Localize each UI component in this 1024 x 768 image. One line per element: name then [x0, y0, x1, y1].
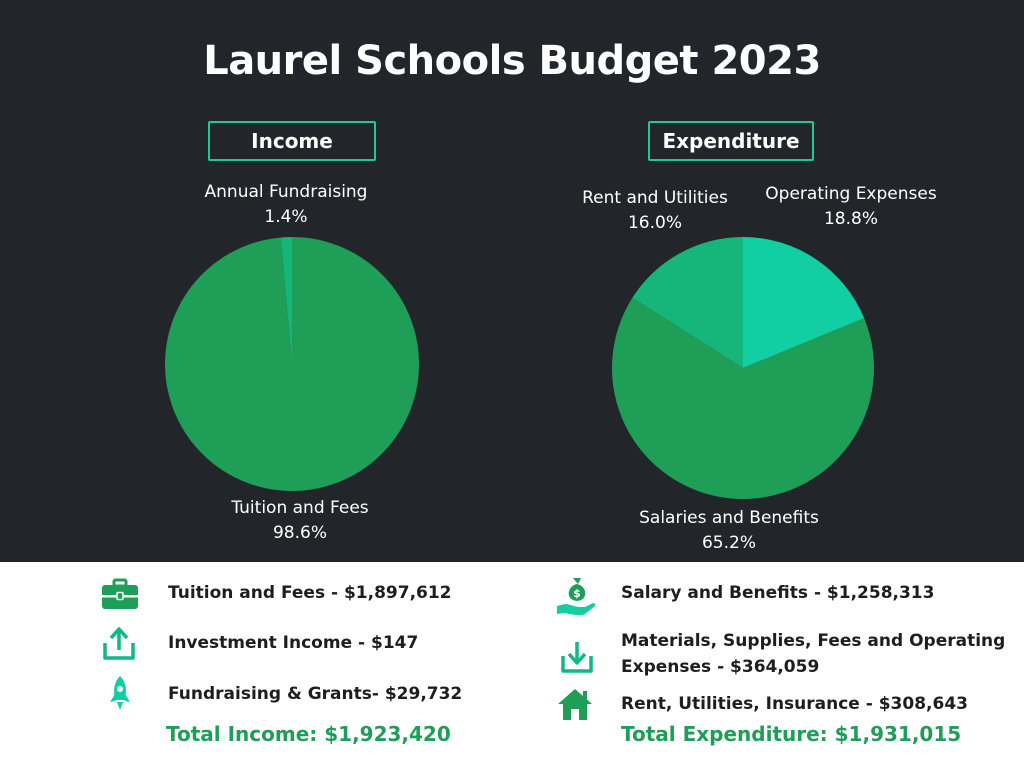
exp-item-materials-line1: Materials, Supplies, Fees and Operating [621, 631, 1006, 651]
slice-label: Rent and Utilities [582, 188, 728, 208]
income-chart-title: Income [208, 121, 376, 161]
income-label-fundraising: Annual Fundraising 1.4% [186, 180, 386, 230]
exp-item-salary: Salary and Benefits - $1,258,313 [621, 583, 935, 603]
slice-label: Annual Fundraising [204, 182, 368, 202]
income-item-fundraising: Fundraising & Grants- $29,732 [168, 684, 463, 704]
chart-panel [0, 0, 1024, 562]
expenditure-pie [612, 237, 875, 500]
slice-percent: 1.4% [264, 207, 308, 227]
expenditure-total: Total Expenditure: $1,931,015 [621, 722, 962, 746]
slice-percent: 18.8% [823, 209, 878, 229]
slice-label: Operating Expenses [765, 184, 937, 204]
download-icon [557, 636, 597, 676]
pie-slice-rent-and-utilities [632, 237, 743, 368]
slice-label: Tuition and Fees [231, 498, 369, 518]
exp-label-salaries: Salaries and Benefits 65.2% [619, 506, 839, 556]
svg-text:$: $ [573, 587, 581, 600]
income-total: Total Income: $1,923,420 [166, 722, 451, 746]
slice-label: Salaries and Benefits [639, 508, 819, 528]
exp-label-operating: Operating Expenses 18.8% [751, 182, 951, 232]
income-pie [165, 237, 420, 492]
income-item-tuition: Tuition and Fees - $1,897,612 [168, 583, 452, 603]
pie-slice-operating-expenses [743, 237, 865, 368]
pie-slice-annual-fundraising [280, 237, 292, 364]
exp-item-rent: Rent, Utilities, Insurance - $308,643 [621, 694, 968, 714]
exp-item-materials-line2: Expenses - $364,059 [621, 657, 820, 677]
house-icon [555, 684, 595, 724]
briefcase-icon [100, 574, 140, 614]
income-item-investment: Investment Income - $147 [168, 633, 419, 653]
pie-charts [165, 237, 875, 500]
page-title: Laurel Schools Budget 2023 [203, 38, 821, 84]
slice-percent: 98.6% [272, 523, 327, 543]
rocket-icon [100, 674, 140, 714]
slice-percent: 65.2% [701, 533, 756, 553]
pie-slice-salaries-and-benefits [612, 297, 875, 500]
exp-label-rent: Rent and Utilities 16.0% [565, 186, 745, 236]
income-label-tuition: Tuition and Fees 98.6% [200, 496, 400, 546]
slice-percent: 16.0% [627, 213, 682, 233]
pie-slice-tuition-and-fees [165, 237, 420, 492]
exp-item-materials: Materials, Supplies, Fees and Operating … [621, 628, 1005, 680]
money-bag-hand-icon: $ [554, 574, 598, 618]
upload-icon [99, 623, 139, 663]
expenditure-chart-title: Expenditure [648, 121, 814, 161]
legend-panel [0, 562, 1024, 768]
